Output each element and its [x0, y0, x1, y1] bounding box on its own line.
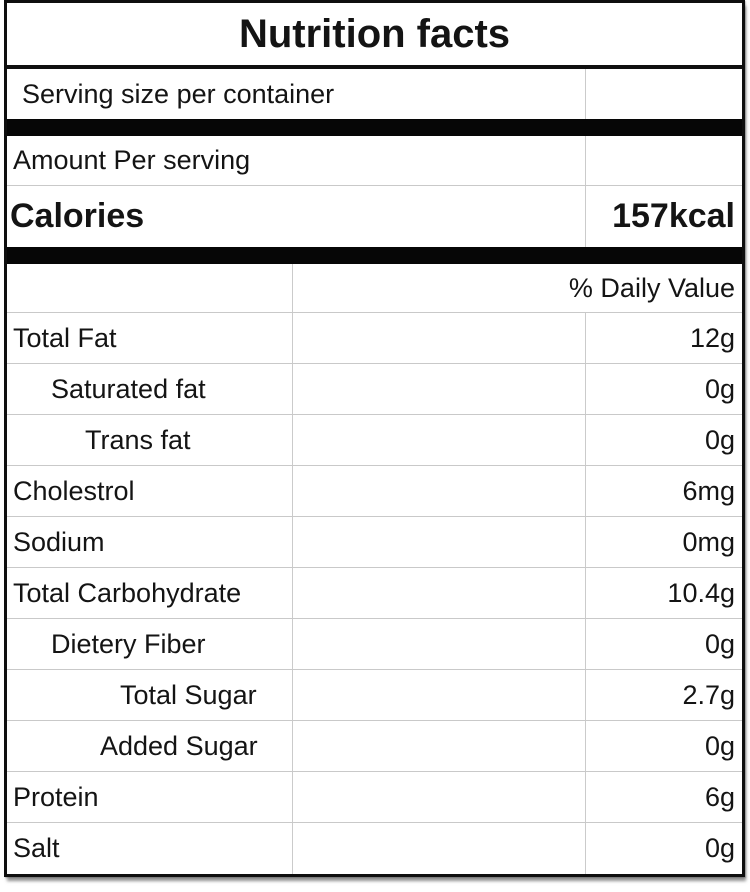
column-divider — [292, 670, 293, 720]
row-saturated-fat: Saturated fat 0g — [7, 364, 742, 415]
nutrient-name: Protein — [7, 781, 107, 813]
nutrient-name: Total Carbohydrate — [7, 577, 250, 609]
amount-per-serving-label: Amount Per serving — [7, 145, 259, 176]
column-divider — [292, 721, 293, 771]
amount-per-serving-row: Amount Per serving — [7, 136, 742, 186]
calories-label: Calories — [7, 197, 153, 236]
row-dietery-fiber: Dietery Fiber 0g — [7, 619, 742, 670]
column-divider — [585, 364, 586, 414]
column-divider — [292, 264, 293, 312]
nutrient-value: 0g — [704, 730, 735, 761]
row-total-fat: Total Fat 12g — [7, 313, 742, 364]
column-divider — [292, 619, 293, 669]
nutrient-value: 0g — [704, 424, 735, 455]
nutrient-value: 6g — [704, 781, 735, 812]
column-divider — [585, 186, 586, 247]
column-divider — [292, 568, 293, 618]
nutrient-name: Added Sugar — [7, 730, 266, 762]
thick-separator-bar — [7, 247, 742, 264]
column-divider — [585, 136, 586, 185]
nutrient-name: Saturated fat — [7, 373, 214, 405]
nutrient-value: 0g — [704, 833, 735, 863]
column-divider — [585, 517, 586, 567]
label-title: Nutrition facts — [238, 11, 511, 56]
title-row: Nutrition facts — [7, 3, 742, 69]
nutrient-value: 10.4g — [667, 577, 735, 608]
row-added-sugar: Added Sugar 0g — [7, 721, 742, 772]
row-sodium: Sodium 0mg — [7, 517, 742, 568]
row-trans-fat: Trans fat 0g — [7, 415, 742, 466]
nutrient-name: Dietery Fiber — [7, 628, 214, 660]
nutrient-name: Total Fat — [7, 322, 125, 354]
column-divider — [585, 69, 586, 119]
daily-value-header-row: % Daily Value — [7, 264, 742, 313]
nutrient-name: Total Sugar — [7, 679, 265, 711]
nutrient-value: 2.7g — [682, 679, 735, 710]
serving-size-label: Serving size per container — [7, 78, 343, 110]
daily-value-header: % Daily Value — [568, 272, 735, 303]
column-divider — [292, 364, 293, 414]
column-divider — [585, 415, 586, 465]
calories-row: Calories 157kcal — [7, 186, 742, 247]
column-divider — [292, 772, 293, 822]
column-divider — [585, 313, 586, 363]
nutrient-name: Trans fat — [7, 424, 199, 456]
column-divider — [585, 670, 586, 720]
column-divider — [585, 772, 586, 822]
column-divider — [292, 823, 293, 874]
nutrient-value: 0mg — [682, 526, 735, 557]
column-divider — [292, 517, 293, 567]
calories-value: 157kcal — [612, 197, 735, 235]
row-total-sugar: Total Sugar 2.7g — [7, 670, 742, 721]
column-divider — [585, 823, 586, 874]
nutrient-name: Salt — [7, 833, 68, 864]
nutrient-value: 6mg — [682, 475, 735, 506]
serving-size-row: Serving size per container — [7, 69, 742, 119]
thick-separator-bar — [7, 119, 742, 136]
column-divider — [585, 721, 586, 771]
column-divider — [292, 466, 293, 516]
nutrient-value: 0g — [704, 373, 735, 404]
nutrition-facts-label: Nutrition facts Serving size per contain… — [4, 0, 745, 877]
nutrient-value: 12g — [689, 322, 735, 353]
row-salt: Salt 0g — [7, 823, 742, 874]
nutrient-name: Sodium — [7, 526, 113, 558]
nutrient-value: 0g — [704, 628, 735, 659]
row-total-carbohydrate: Total Carbohydrate 10.4g — [7, 568, 742, 619]
column-divider — [585, 568, 586, 618]
column-divider — [585, 466, 586, 516]
column-divider — [292, 415, 293, 465]
row-cholestrol: Cholestrol 6mg — [7, 466, 742, 517]
column-divider — [292, 313, 293, 363]
column-divider — [585, 619, 586, 669]
row-protein: Protein 6g — [7, 772, 742, 823]
nutrient-name: Cholestrol — [7, 475, 143, 507]
